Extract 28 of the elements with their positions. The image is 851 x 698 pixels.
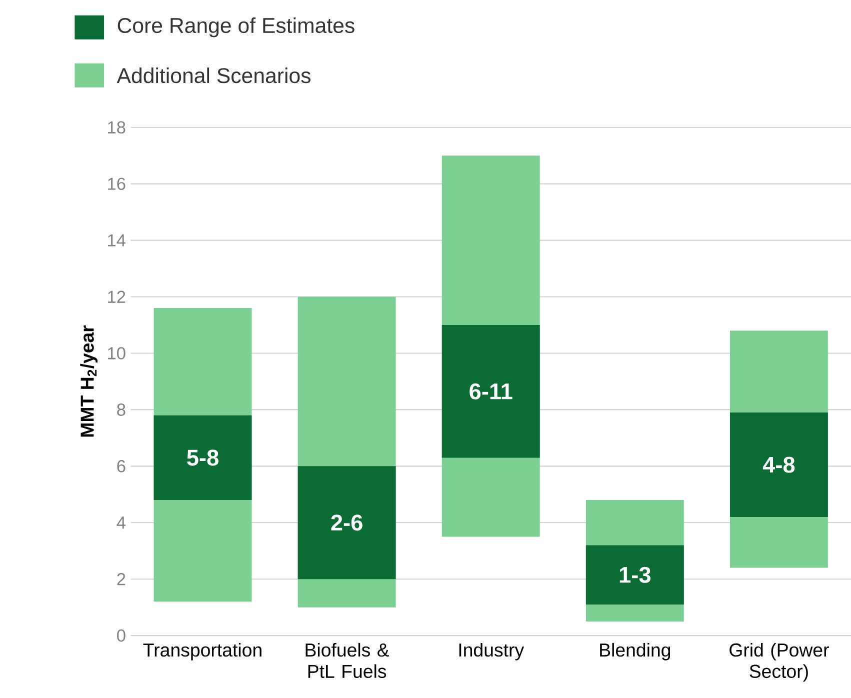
data-label: 2-6 [331, 514, 362, 531]
bar [442, 324, 540, 458]
x-tick-label: Transportation [143, 642, 262, 660]
x-tick-label: Grid (Power Sector) [730, 642, 829, 682]
bar [730, 412, 828, 517]
y-tick-label: 8 [117, 403, 126, 416]
bar [154, 415, 252, 500]
bar [586, 545, 684, 604]
y-tick-label: 2 [117, 572, 126, 586]
y-tick-label: 14 [108, 234, 126, 246]
y-tick-label: 0 [117, 629, 126, 642]
y-tick-label: 10 [108, 346, 126, 360]
y-tick-label: 16 [108, 178, 126, 190]
data-label: 5-8 [187, 450, 218, 466]
y-axis-title: MMT H$_{2}$/year [80, 325, 98, 436]
y-tick-label: 4 [116, 516, 126, 528]
data-label: 1-3 [620, 566, 650, 583]
legend-label: Core Range of Estimates [118, 17, 354, 38]
x-tick-label: Industry [459, 642, 524, 660]
x-tick-label: Biofuels & PtL Fuels [306, 642, 390, 678]
bar [298, 466, 396, 579]
y-tick-label: 6 [117, 460, 126, 472]
y-tick-label: 18 [108, 121, 126, 134]
legend-label: Additional Scenarios [116, 67, 310, 84]
y-tick-label: 12 [108, 290, 126, 303]
data-label: 6-11 [470, 383, 512, 400]
x-tick-label: Blending [600, 642, 670, 660]
data-label: 4-8 [762, 456, 795, 473]
